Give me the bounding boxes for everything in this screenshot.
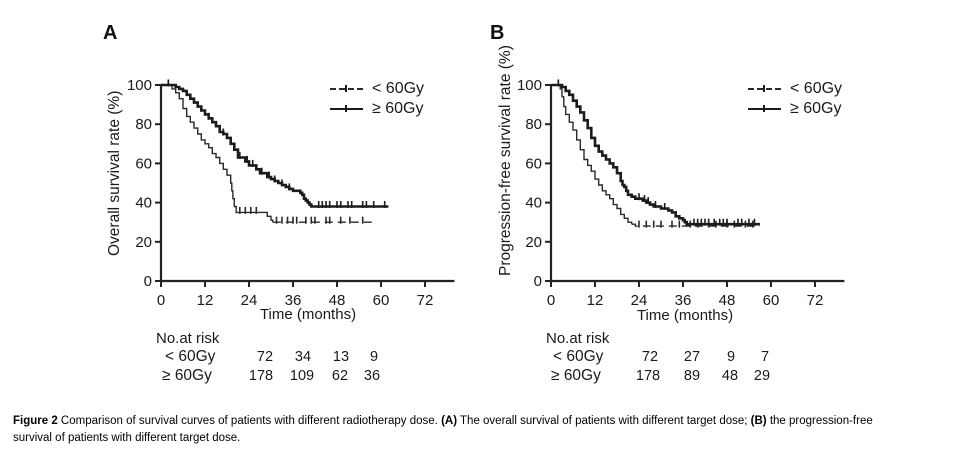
legend-label-lt60: < 60Gy <box>790 80 843 97</box>
panel-a-x-axis-title: Time (months) <box>259 306 357 323</box>
y-tick-label: 20 <box>135 234 152 251</box>
x-tick-label: 0 <box>547 292 555 309</box>
risk-value: 13 <box>332 349 350 365</box>
x-tick-label: 72 <box>807 292 824 309</box>
solid-line-icon <box>748 105 781 112</box>
risk-row-label-lt60: < 60Gy <box>165 348 216 365</box>
series-line-lt60 <box>551 84 633 225</box>
y-tick-label: 0 <box>144 273 152 290</box>
x-tick-label: 12 <box>587 292 604 309</box>
x-tick-label: 48 <box>329 292 346 309</box>
series-line-lt60 <box>161 84 274 223</box>
y-tick-label: 40 <box>525 195 542 212</box>
y-tick-label: 100 <box>127 77 152 94</box>
legend-label-ge60: ≥ 60Gy <box>790 100 842 117</box>
censor-tick-icon <box>763 85 765 92</box>
panel-a-legend: < 60Gy ≥ 60Gy <box>330 79 424 119</box>
panel-b-x-axis-title: Time (months) <box>636 307 734 324</box>
x-tick-label: 48 <box>719 292 736 309</box>
series-line-ge60 <box>551 83 760 226</box>
legend-label-lt60: < 60Gy <box>372 80 425 97</box>
dashed-line-icon <box>748 85 781 92</box>
risk-value: 72 <box>641 349 659 365</box>
x-tick-label: 60 <box>763 292 780 309</box>
x-tick-label: 72 <box>417 292 434 309</box>
risk-value: 9 <box>369 349 379 365</box>
panel-b-legend: < 60Gy ≥ 60Gy <box>748 79 842 119</box>
solid-line-icon <box>330 105 363 112</box>
risk-value: 29 <box>753 368 771 384</box>
legend-label-ge60: ≥ 60Gy <box>372 100 424 117</box>
caption-line-2: survival of patients with different targ… <box>13 432 241 444</box>
x-tick-label: 24 <box>631 292 648 309</box>
y-tick-label: 80 <box>135 116 152 133</box>
x-tick-label: 36 <box>675 292 692 309</box>
risk-table-title: No.at risk <box>156 330 220 347</box>
caption-text-1: Comparison of survival curves of patient… <box>57 415 442 427</box>
x-tick-label: 36 <box>285 292 302 309</box>
y-tick-label: 60 <box>525 155 542 172</box>
risk-value: 178 <box>248 368 274 384</box>
risk-value: 62 <box>331 368 349 384</box>
risk-value: 72 <box>256 349 274 365</box>
risk-table-title: No.at risk <box>546 330 610 347</box>
caption-marker-b: (B) <box>750 415 767 427</box>
legend-row-ge60: ≥ 60Gy <box>748 99 842 119</box>
caption-marker-a: (A) <box>441 415 458 427</box>
censor-tick-icon <box>345 105 347 112</box>
y-tick-label: 80 <box>525 116 542 133</box>
risk-value: 89 <box>683 368 701 384</box>
y-tick-label: 100 <box>517 77 542 94</box>
panel-a-survival-plot: 0 20 40 60 80 100 0 12 24 36 48 60 72 <box>127 77 455 309</box>
x-tick-label: 12 <box>197 292 214 309</box>
risk-row-label-ge60: ≥ 60Gy <box>551 367 601 384</box>
risk-value: 109 <box>289 368 315 384</box>
dashed-line-icon <box>330 85 363 92</box>
risk-value: 178 <box>635 368 661 384</box>
caption-text-2: The overall survival of patients with di… <box>457 415 751 427</box>
caption-figure-label: Figure 2 <box>13 415 58 427</box>
censor-tick-icon <box>763 105 765 112</box>
risk-row-label-lt60: < 60Gy <box>553 348 604 365</box>
y-tick-label: 40 <box>135 195 152 212</box>
risk-value: 48 <box>721 368 739 384</box>
risk-value: 9 <box>726 349 736 365</box>
risk-value: 34 <box>294 349 312 365</box>
y-tick-label: 0 <box>534 273 542 290</box>
censor-tick-icon <box>345 85 347 92</box>
risk-value: 27 <box>683 349 701 365</box>
panel-a-letter: A <box>103 22 118 44</box>
x-tick-label: 24 <box>241 292 258 309</box>
caption-text-3: the progression-free <box>766 415 873 427</box>
panel-b-survival-plot: 0 20 40 60 80 100 0 12 24 36 48 60 72 <box>517 77 845 309</box>
x-tick-label: 0 <box>157 292 165 309</box>
risk-row-label-ge60: ≥ 60Gy <box>162 367 212 384</box>
series-line-ge60 <box>161 83 389 208</box>
legend-row-lt60: < 60Gy <box>748 79 842 99</box>
risk-value: 7 <box>760 349 770 365</box>
figure-caption: Figure 2 Comparison of survival curves o… <box>13 413 958 447</box>
panel-b-letter: B <box>490 22 505 44</box>
legend-row-ge60: ≥ 60Gy <box>330 99 424 119</box>
y-tick-label: 60 <box>135 155 152 172</box>
legend-row-lt60: < 60Gy <box>330 79 424 99</box>
risk-value: 36 <box>363 368 381 384</box>
y-tick-label: 20 <box>525 234 542 251</box>
x-tick-label: 60 <box>373 292 390 309</box>
caption-line-1: Figure 2 Comparison of survival curves o… <box>13 413 958 430</box>
